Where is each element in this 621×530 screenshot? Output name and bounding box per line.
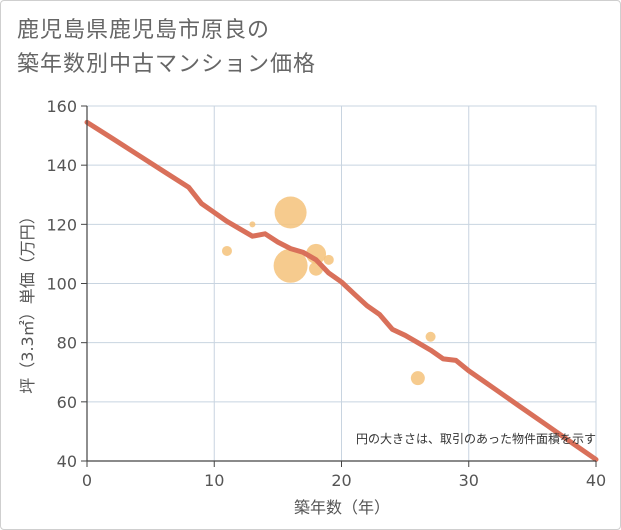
y-tick-label: 80 <box>57 334 77 353</box>
y-tick-label: 100 <box>46 275 77 294</box>
y-tick-label: 40 <box>57 452 77 471</box>
data-bubble <box>323 254 334 265</box>
chart-title-line-1: 鹿児島県鹿児島市原良の <box>17 18 271 43</box>
x-tick-label: 0 <box>82 471 92 490</box>
y-tick-label: 140 <box>46 156 77 175</box>
size-note: 円の大きさは、取引のあった物件面積を示す <box>356 431 596 446</box>
y-axis-label: 坪（3.3㎡）単価（万円） <box>18 208 37 393</box>
trend-line <box>84 119 599 462</box>
y-tick-label: 60 <box>57 393 77 412</box>
data-bubble <box>425 331 436 342</box>
data-bubble <box>273 248 308 283</box>
axis-layer: 40 60 80 100 120 140 160 0 10 20 30 40 <box>46 97 606 490</box>
x-tick-label: 40 <box>586 471 606 490</box>
trend-layer <box>84 119 599 462</box>
data-bubble <box>249 221 256 228</box>
y-tick-label: 160 <box>46 97 77 116</box>
y-tick-label: 120 <box>46 215 77 234</box>
chart-title-line-2: 築年数別中古マンション価格 <box>17 52 317 77</box>
data-bubble <box>410 371 425 386</box>
x-axis-label: 築年数（年） <box>294 498 390 517</box>
data-bubble <box>221 245 232 256</box>
x-tick-label: 20 <box>331 471 351 490</box>
data-bubble <box>274 196 307 229</box>
x-tick-label: 10 <box>204 471 224 490</box>
x-tick-label: 30 <box>459 471 479 490</box>
chart-title: 鹿児島県鹿児島市原良の 築年数別中古マンション価格 <box>17 14 316 82</box>
